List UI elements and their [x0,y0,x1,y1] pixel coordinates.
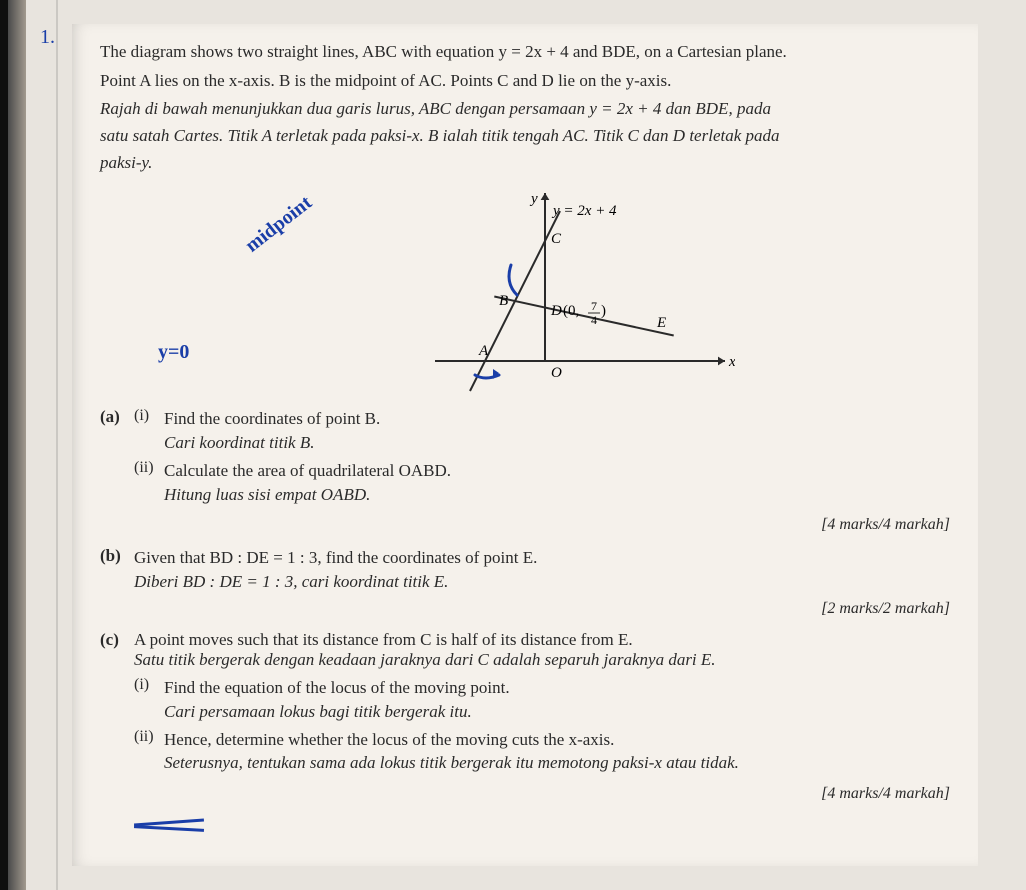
svg-text:C: C [551,231,562,247]
diagram-container: midpoint y=0 Ox y y = 2x + 4 A B C E D(0, 74) [100,183,950,393]
part-b-text-en: Given that BD : DE = 1 : 3, find the coo… [134,546,950,570]
part-c-i: (i) Find the equation of the locus of th… [134,676,950,724]
part-c-ii: (ii) Hence, determine whether the locus … [134,728,950,776]
intro-line-2-ms: satu satah Cartes. Titik A terletak pada… [100,124,950,149]
intro-line-3-ms: paksi-y. [100,151,950,176]
exam-page: The diagram shows two straight lines, AB… [72,24,978,866]
part-a-ii-text-ms: Hitung luas sisi empat OABD. [164,483,950,507]
part-c-i-text-ms: Cari persamaan lokus bagi titik bergerak… [164,700,950,724]
part-c-ii-text-ms: Seterusnya, tentukan sama ada lokus titi… [164,751,950,775]
handwritten-midpoint-label: midpoint [241,192,316,258]
part-b-label: (b) [100,546,134,594]
handwritten-scribble [134,815,950,842]
intro-line-1-ms: Rajah di bawah menunjukkan dua garis lur… [100,97,950,122]
svg-text:(0,: (0, [563,303,579,319]
svg-text:4: 4 [591,313,597,327]
cartesian-diagram: Ox y y = 2x + 4 A B C E D(0, 74) [315,183,735,393]
part-a-ii-text-en: Calculate the area of quadrilateral OABD… [164,459,950,483]
svg-text:B: B [499,293,508,309]
part-c-i-label: (i) [134,676,164,724]
notebook-spine [0,0,26,890]
part-a-ii-label: (ii) [134,459,164,507]
svg-text:y = 2x + 4: y = 2x + 4 [551,203,617,219]
part-a-i-label: (i) [134,407,164,455]
marks-c: [4 marks/4 markah] [100,785,950,803]
svg-text:D: D [550,303,562,319]
svg-text:A: A [478,343,489,359]
part-c-ii-label: (ii) [134,728,164,776]
marks-a: [4 marks/4 markah] [100,516,950,534]
svg-text:7: 7 [591,299,597,313]
svg-text:O: O [551,365,562,381]
intro-line-1-en: The diagram shows two straight lines, AB… [100,40,950,65]
handwritten-question-number: 1. [40,26,55,49]
handwritten-y-equals-zero: y=0 [158,341,189,364]
part-c-label: (c) [100,630,134,779]
part-a-i-text-ms: Cari koordinat titik B. [164,431,950,455]
part-c-text-ms: Satu titik bergerak dengan keadaan jarak… [134,650,950,670]
svg-text:): ) [601,303,606,319]
svg-text:y: y [529,191,538,207]
part-b-text-ms: Diberi BD : DE = 1 : 3, cari koordinat t… [134,570,950,594]
page-fold-line [56,0,58,890]
part-b: (b) Given that BD : DE = 1 : 3, find the… [100,546,950,594]
svg-text:E: E [656,315,666,331]
part-a-label: (a) [100,407,134,510]
part-c-ii-text-en: Hence, determine whether the locus of th… [164,728,950,752]
part-c: (c) A point moves such that its distance… [100,630,950,779]
part-a-i: (i) Find the coordinates of point B. Car… [134,407,950,455]
part-c-text-en: A point moves such that its distance fro… [134,630,950,650]
part-a-ii: (ii) Calculate the area of quadrilateral… [134,459,950,507]
part-a-i-text-en: Find the coordinates of point B. [164,407,950,431]
svg-text:x: x [728,354,735,370]
part-c-i-text-en: Find the equation of the locus of the mo… [164,676,950,700]
marks-b: [2 marks/2 markah] [100,600,950,618]
part-a: (a) (i) Find the coordinates of point B.… [100,407,950,510]
intro-line-2-en: Point A lies on the x-axis. B is the mid… [100,69,950,94]
